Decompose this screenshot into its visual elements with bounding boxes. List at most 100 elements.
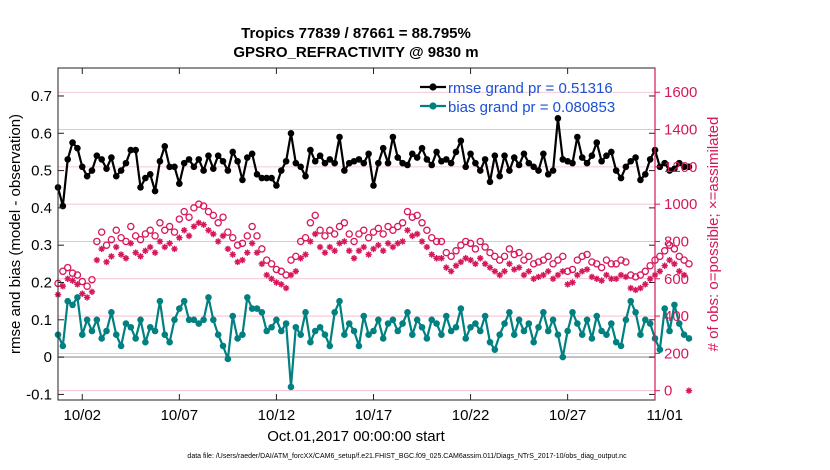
possible-obs-marker [93, 237, 101, 246]
possible-obs-marker [228, 233, 237, 242]
rmse-point [384, 159, 392, 167]
y-axis-label: rmse and bias (model - observation) [7, 114, 24, 354]
bias-point [404, 309, 411, 316]
assimilated-obs-marker [433, 255, 440, 262]
rmse-point [389, 133, 397, 141]
possible-obs-marker [190, 204, 198, 212]
possible-obs-marker [665, 241, 674, 249]
rmse-point [675, 159, 683, 167]
bias-point [292, 323, 300, 331]
rmse-point [156, 157, 164, 165]
bias-point [544, 327, 552, 335]
rmse-point [404, 161, 411, 169]
rmse-point [142, 174, 149, 182]
bias-point [588, 335, 596, 342]
assimilated-obs-marker [176, 234, 183, 241]
assimilated-obs-marker [656, 268, 664, 275]
bias-point [515, 316, 523, 324]
rmse-point [331, 159, 338, 167]
assimilated-obs-marker [452, 262, 460, 269]
y-tick-label: 0.7 [31, 88, 52, 105]
bias-point [103, 327, 110, 335]
assimilated-obs-marker [156, 238, 164, 245]
rmse-point [297, 163, 304, 171]
possible-obs-marker [588, 258, 596, 266]
assimilated-obs-marker [292, 268, 300, 275]
assimilated-obs-marker [214, 238, 222, 245]
possible-obs-marker [355, 230, 363, 238]
possible-obs-marker [345, 230, 353, 238]
assimilated-obs-marker [258, 260, 266, 268]
possible-obs-marker [641, 267, 650, 276]
bias-point [180, 297, 188, 305]
bias-point [98, 335, 105, 342]
possible-obs-marker [78, 277, 87, 286]
possible-obs-marker [408, 213, 417, 221]
possible-obs-marker [350, 237, 358, 246]
assimilated-obs-marker [404, 227, 411, 234]
possible-obs-marker [680, 256, 688, 264]
possible-obs-marker [471, 245, 480, 253]
assimilated-obs-marker [127, 240, 135, 247]
possible-obs-marker [83, 282, 91, 290]
bias-point [176, 305, 183, 312]
bias-point [78, 331, 86, 339]
assimilated-obs-marker [375, 241, 382, 249]
assimilated-obs-marker [64, 275, 71, 282]
bias-point [554, 331, 562, 339]
bias-point [375, 316, 382, 324]
rmse-point [447, 159, 455, 167]
possible-obs-marker [612, 260, 620, 268]
assimilated-obs-marker [418, 238, 426, 245]
possible-obs-marker [442, 248, 451, 257]
possible-obs-marker [481, 243, 489, 251]
bias-point [409, 331, 416, 339]
bias-point [583, 316, 591, 324]
bias-point [569, 309, 576, 316]
possible-obs-marker [214, 219, 222, 227]
possible-obs-marker [224, 228, 232, 236]
possible-obs-marker [248, 222, 256, 231]
rmse-point [74, 144, 81, 152]
assimilated-obs-marker [312, 230, 319, 238]
possible-obs-marker [631, 273, 640, 281]
bias-point [214, 331, 222, 339]
assimilated-obs-marker [467, 256, 474, 264]
possible-obs-marker [204, 207, 213, 216]
assimilated-obs-marker [384, 240, 392, 247]
bias-point [379, 335, 387, 342]
bias-point [384, 320, 392, 327]
rmse-point [574, 133, 581, 141]
assimilated-obs-marker [481, 260, 489, 268]
possible-obs-marker [141, 230, 150, 238]
possible-obs-marker [180, 207, 188, 216]
rmse-point [210, 165, 217, 173]
assimilated-obs-marker [268, 275, 275, 282]
y2-tick-label: 400 [664, 308, 689, 325]
bias-point [559, 353, 567, 361]
rmse-point [239, 176, 246, 184]
rmse-point [321, 159, 329, 167]
bias-point [365, 331, 372, 339]
bias-point [243, 294, 251, 301]
assimilated-obs-marker [355, 247, 363, 254]
rmse-point [515, 161, 523, 169]
possible-obs-marker [306, 219, 315, 227]
bias-point [302, 309, 309, 316]
assimilated-obs-marker [637, 284, 644, 292]
assimilated-obs-marker [535, 273, 542, 281]
possible-obs-marker [670, 245, 679, 253]
assimilated-obs-marker [59, 283, 67, 290]
rmse-point [311, 157, 319, 165]
bias-point [210, 316, 217, 324]
bias-point [535, 323, 542, 331]
bias-point [457, 305, 465, 312]
possible-obs-marker [515, 248, 523, 257]
possible-obs-marker [500, 252, 509, 261]
rmse-point [108, 154, 115, 161]
bias-point [394, 327, 402, 335]
bias-point [680, 331, 688, 339]
bias-point [185, 316, 193, 324]
rmse-point [171, 163, 178, 171]
assimilated-obs-marker [341, 238, 348, 245]
